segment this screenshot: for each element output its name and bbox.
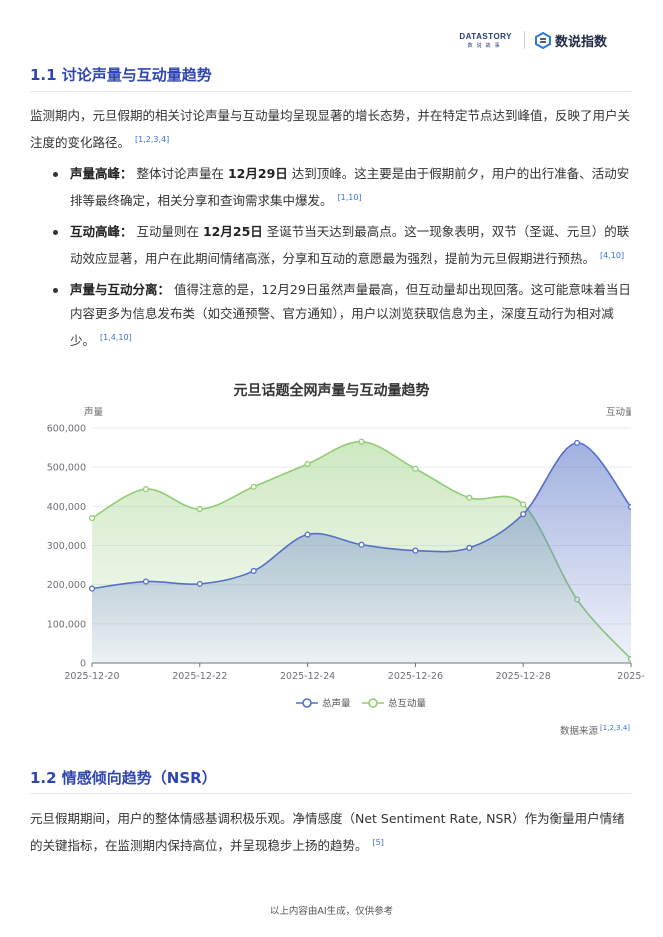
bullet-label: 声量与互动分离： [70, 282, 171, 298]
shushuo-index-text: 数说指数 [554, 34, 607, 50]
legend-marker [368, 698, 378, 708]
data-point[interactable] [196, 506, 203, 513]
citation-link[interactable]: [4,10] [600, 251, 625, 261]
series-area-volume [92, 442, 631, 663]
data-point[interactable] [88, 515, 96, 522]
citation-link[interactable]: [1,2,3,4] [600, 723, 630, 732]
list-item: 声量与互动分离： 值得注意的是，12月29日虽然声量最高，但互动量却出现回落。这… [30, 278, 633, 353]
list-item: 互动高峰： 互动量则在 12月25日 圣诞节当天达到最高点。这一现象表明，双节（… [30, 220, 633, 271]
key-findings-list: 声量高峰： 整体讨论声量在 12月29日 达到顶峰。这主要是由于假期前夕，用户的… [30, 162, 633, 360]
chart-legend: 总声量 总互动量 [296, 698, 427, 710]
hexagon-logo-icon [534, 31, 551, 49]
sentiment-text: 元旦假期期间，用户的整体情感基调积极乐观。净情感度（Net Sentiment … [30, 811, 625, 854]
data-point[interactable] [520, 511, 527, 518]
bullet-text-pre: 值得注意的是，12月29日虽然声量最高，但互动量却出现回落。这可能意味着当日内容… [70, 282, 631, 349]
bullet-label: 声量高峰： [70, 166, 133, 181]
data-point[interactable] [520, 501, 527, 508]
data-point[interactable] [412, 547, 419, 554]
page-header: DATASTORY 数说故事 数说指数 [459, 27, 607, 53]
legend-label: 总互动量 [388, 698, 427, 710]
bullet-date: 12月29日 [227, 166, 288, 181]
section-title-sentiment: 1.2 情感倾向趋势（NSR） [30, 769, 217, 787]
datastory-logo: DATASTORY 数说故事 [459, 32, 512, 49]
data-point[interactable] [358, 541, 365, 548]
data-point[interactable] [304, 531, 311, 538]
y-tick-label: 200,000 [47, 580, 86, 591]
data-point[interactable] [142, 486, 149, 493]
bullet-dot [53, 172, 58, 177]
shushuo-index-logo: 数说指数 [534, 31, 607, 50]
x-tick-label: 2025-12-28 [496, 671, 551, 682]
x-tick-label: 2025-12-20 [64, 671, 119, 682]
x-tick-label: 2025-12-24 [280, 671, 335, 682]
section-title-volume: 1.1 讨论声量与互动量趋势 [30, 66, 212, 84]
citation-link[interactable]: [1,4,10] [100, 333, 132, 343]
citation-link[interactable]: [5] [372, 838, 384, 847]
y-tick-label: 0 [80, 659, 86, 670]
data-source-label: 数据来源 [560, 726, 599, 737]
bullet-text-post: 达到顶峰。这主要是由于假期前夕，用户的出行准备、活动安排等最终确定，相关分享和查… [70, 166, 630, 209]
legend-marker [302, 698, 312, 708]
x-tick-label: 2025-12-22 [172, 671, 227, 682]
datastory-logo-text: DATASTORY [459, 31, 512, 41]
data-point[interactable] [412, 465, 419, 472]
bullet-dot [53, 230, 58, 236]
bullet-text-pre: 整体讨论声量在 [136, 166, 228, 181]
section-divider [30, 793, 631, 794]
y-axis-right-label: 互动量 [606, 407, 631, 418]
data-point[interactable] [627, 504, 634, 511]
data-point[interactable] [358, 438, 365, 445]
data-point[interactable] [574, 439, 581, 446]
chart-title: 元旦话题全网声量与互动量趋势 [233, 383, 430, 399]
series-line-volume [91, 442, 631, 590]
x-tick-label: 2025-12-26 [388, 671, 443, 682]
data-point[interactable] [196, 580, 203, 587]
data-point[interactable] [142, 578, 149, 585]
intro-text: 监测期内，元旦假期的相关讨论声量与互动量均呈现显著的增长态势，并在特定节点达到峰… [30, 108, 631, 151]
citation-link[interactable]: [1,2,3,4] [135, 135, 170, 144]
y-tick-label: 100,000 [47, 619, 86, 630]
legend-label: 总声量 [322, 698, 351, 710]
data-point[interactable] [304, 460, 311, 468]
data-point[interactable] [88, 585, 96, 592]
sentiment-paragraph: 元旦假期期间，用户的整体情感基调积极乐观。净情感度（Net Sentiment … [30, 807, 633, 858]
data-point[interactable] [466, 494, 473, 501]
y-tick-label: 400,000 [47, 502, 86, 513]
y-tick-label: 500,000 [47, 463, 86, 474]
data-point[interactable] [466, 544, 473, 551]
x-axis-ticks: 2025-12-20 2025-12-22 2025-12-24 2025-12-26… [64, 663, 645, 682]
bullet-date: 12月25日 [202, 224, 263, 240]
bullet-text-post: 圣诞节当天达到最高点。这一现象表明，双节（圣诞、元旦）的联动效应显著，用户在此期… [70, 224, 630, 267]
y-tick-label: 300,000 [47, 541, 86, 552]
data-point[interactable] [250, 567, 257, 575]
legend-item[interactable]: 总声量 [296, 698, 351, 710]
x-tick-label: 2025- [617, 671, 645, 682]
y-axis-left-label: 声量 [84, 407, 104, 418]
bullet-label: 互动高峰： [70, 224, 133, 240]
trend-chart: 0 100,000 200,000 300,000 400,000 500,000 600,… [47, 424, 645, 710]
datastory-logo-subtext: 数说故事 [467, 42, 504, 49]
data-point[interactable] [250, 483, 257, 490]
section-divider [30, 91, 631, 92]
intro-paragraph: 监测期内，元旦假期的相关讨论声量与互动量均呈现显著的增长态势，并在特定节点达到峰… [30, 104, 633, 155]
list-item: 声量高峰： 整体讨论声量在 12月29日 达到顶峰。这主要是由于假期前夕，用户的… [30, 162, 633, 213]
legend-item[interactable]: 总互动量 [362, 698, 427, 710]
header-divider [523, 31, 525, 49]
y-tick-label: 600,000 [47, 424, 86, 435]
y-axis-ticks: 0 100,000 200,000 300,000 400,000 500,000 600,… [47, 424, 86, 670]
bullet-text-pre: 互动量则在 [136, 224, 203, 240]
citation-link[interactable]: [1,10] [337, 193, 362, 202]
chart-series [88, 438, 634, 663]
ai-disclaimer: 以上内容由AI生成，仅供参考 [269, 906, 394, 917]
bullet-dot [53, 288, 58, 294]
data-source: 数据来源 [1,2,3,4] [560, 723, 630, 737]
